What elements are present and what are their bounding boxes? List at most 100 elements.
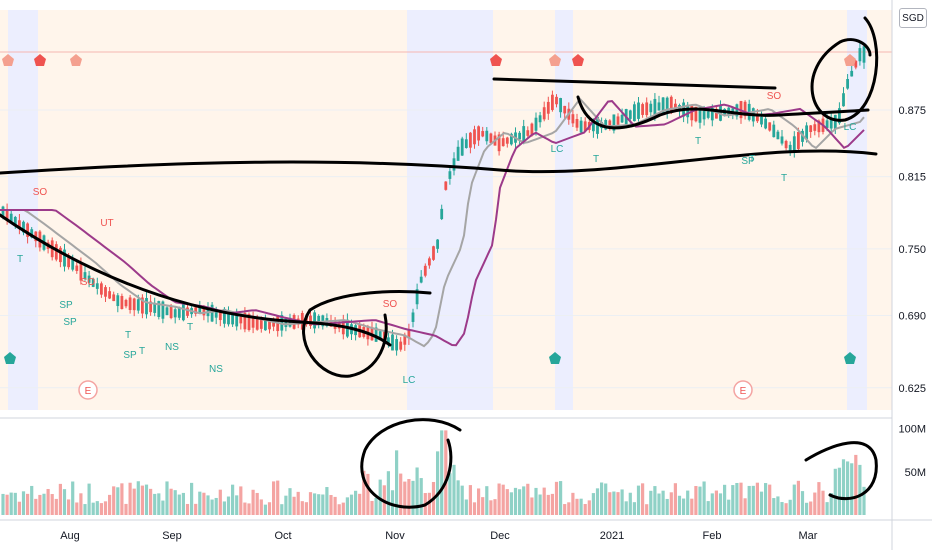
signal-label: T: [187, 322, 193, 333]
signal-marker-top: [34, 54, 46, 66]
candle-body: [592, 120, 595, 132]
candle-body: [30, 229, 34, 238]
volume-bar: [345, 497, 349, 515]
candle-body: [399, 341, 403, 350]
candle-body: [218, 310, 222, 321]
volume-bar: [83, 504, 87, 515]
signal-label: NS: [209, 364, 223, 375]
volume-bar: [649, 490, 653, 515]
candle-body: [649, 103, 653, 113]
volume-bar: [349, 494, 354, 515]
volume-bar: [661, 490, 665, 515]
volume-bar: [300, 501, 304, 515]
volume-bar: [308, 492, 313, 515]
volume-bar: [456, 480, 460, 515]
volume-bar: [247, 503, 251, 515]
volume-bar: [407, 479, 411, 515]
volume-bar: [304, 502, 308, 515]
volume-bar: [559, 481, 563, 515]
time-tick-label: Oct: [274, 530, 291, 542]
candle-body: [784, 140, 788, 149]
candle-body: [436, 239, 439, 249]
volume-bar: [235, 495, 239, 515]
volume-bar: [226, 496, 231, 515]
candle-body: [423, 265, 427, 276]
volume-bar: [825, 502, 829, 515]
volume-bar: [600, 482, 604, 515]
volume-bar: [161, 500, 165, 515]
candle-body: [604, 119, 608, 130]
candle-body: [91, 278, 95, 287]
volume-bar: [821, 490, 825, 515]
volume-bar: [259, 499, 263, 515]
candle-body: [862, 46, 866, 63]
volume-bar: [243, 502, 247, 515]
volume-bar: [87, 483, 91, 515]
candle-body: [153, 302, 157, 313]
volume-bar: [669, 492, 673, 515]
candle-body: [776, 131, 780, 140]
candle-body: [846, 78, 849, 89]
volume-bar: [108, 494, 112, 515]
candle-body: [227, 310, 230, 325]
candle-body: [608, 120, 612, 129]
volume-bar: [809, 501, 813, 515]
volume-bar: [436, 451, 440, 515]
candle-body: [444, 181, 448, 190]
price-tick-label: 0.750: [898, 244, 926, 256]
price-tick-label: 0.625: [898, 383, 926, 395]
volume-bar: [251, 489, 255, 515]
candle-body: [231, 312, 234, 325]
candle-body: [18, 220, 21, 228]
annotation-circle: [302, 290, 432, 378]
volume-bar: [103, 501, 108, 515]
currency-badge[interactable]: SGD: [899, 8, 927, 28]
candle-body: [104, 287, 107, 297]
volume-bar: [862, 486, 866, 515]
candle-body: [243, 312, 247, 330]
candle-body: [616, 116, 620, 125]
candle-body: [116, 295, 120, 307]
volume-bar: [341, 502, 345, 515]
volume-bar: [481, 497, 485, 515]
candle-body: [772, 124, 776, 138]
candle-body: [735, 104, 739, 117]
candle-body: [583, 121, 587, 132]
volume-bar: [497, 483, 501, 515]
signal-marker-top: [2, 54, 14, 66]
candle-body: [481, 131, 485, 137]
candle-body: [448, 171, 452, 179]
annotation-circle: [804, 441, 878, 501]
volume-bar: [620, 489, 624, 515]
candle-body: [95, 283, 99, 289]
volume-bar: [358, 493, 362, 515]
time-tick-label: Dec: [490, 530, 510, 542]
volume-bar: [464, 499, 468, 515]
volume-bar: [173, 490, 177, 515]
volume-bar: [739, 482, 743, 515]
candle-body: [128, 297, 132, 310]
volume-bar: [616, 492, 620, 515]
candle-body: [698, 108, 702, 123]
volume-bar: [530, 497, 534, 515]
volume-bar: [222, 501, 226, 515]
volume-bar: [628, 492, 632, 515]
candle-body: [637, 102, 640, 119]
volume-bar: [128, 482, 132, 515]
candle-body: [473, 129, 476, 145]
volume-bar: [563, 504, 567, 515]
candle-body: [124, 299, 128, 307]
candle-body: [71, 259, 75, 270]
earnings-label: E: [740, 386, 747, 397]
volume-bar: [26, 493, 30, 515]
volume-bar: [9, 492, 13, 515]
volume-bar: [591, 493, 595, 515]
signal-label: SP: [59, 300, 73, 311]
time-tick-label: 2021: [600, 530, 624, 542]
candle-body: [489, 133, 493, 144]
candle-body: [54, 244, 58, 260]
candle-body: [428, 258, 431, 266]
volume-bar: [144, 484, 149, 515]
volume-bar: [17, 501, 21, 515]
volume-bar: [169, 488, 173, 515]
